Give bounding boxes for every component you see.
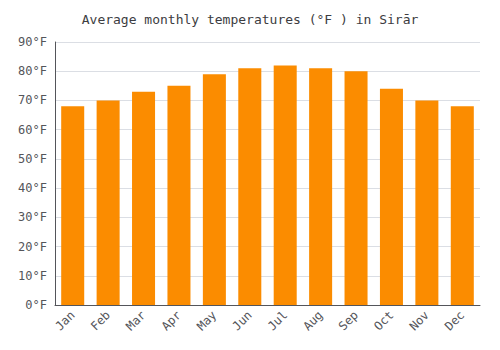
svg-text:Oct: Oct xyxy=(371,308,396,333)
svg-text:50°F: 50°F xyxy=(18,152,47,166)
svg-text:20°F: 20°F xyxy=(18,240,47,254)
svg-text:Jul: Jul xyxy=(265,308,290,333)
svg-text:May: May xyxy=(194,308,219,333)
svg-text:70°F: 70°F xyxy=(18,93,47,107)
svg-text:Nov: Nov xyxy=(407,308,432,333)
svg-text:Mar: Mar xyxy=(123,308,148,333)
svg-text:Jan: Jan xyxy=(52,308,77,333)
svg-text:10°F: 10°F xyxy=(18,269,47,283)
svg-text:0°F: 0°F xyxy=(25,298,47,312)
svg-text:Aug: Aug xyxy=(300,308,325,333)
svg-text:60°F: 60°F xyxy=(18,123,47,137)
svg-text:Jun: Jun xyxy=(230,308,255,333)
svg-text:Feb: Feb xyxy=(88,308,113,333)
svg-text:Sep: Sep xyxy=(336,308,361,333)
svg-text:30°F: 30°F xyxy=(18,210,47,224)
svg-text:Dec: Dec xyxy=(442,308,467,333)
svg-text:80°F: 80°F xyxy=(18,64,47,78)
svg-text:Apr: Apr xyxy=(159,308,184,333)
svg-text:40°F: 40°F xyxy=(18,181,47,195)
svg-text:90°F: 90°F xyxy=(18,35,47,49)
svg-text:Average monthly temperatures (: Average monthly temperatures (°F ) in Si… xyxy=(82,12,419,27)
